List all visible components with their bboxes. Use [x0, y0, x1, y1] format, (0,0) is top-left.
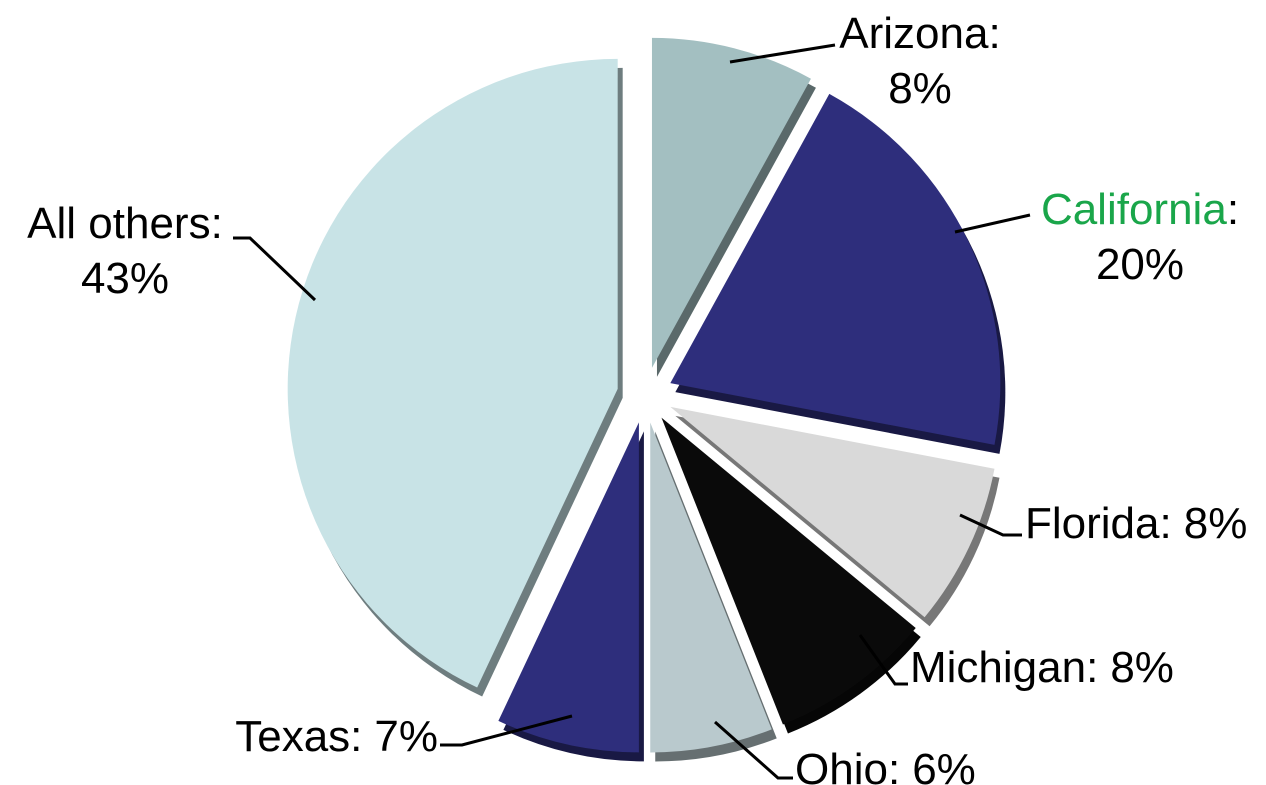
data-label: All others: 43% [27, 199, 223, 303]
leader-line [440, 714, 573, 747]
label-separator: : [1086, 643, 1098, 692]
category-name: California [1041, 185, 1227, 234]
slice [651, 37, 811, 368]
label-separator: : [211, 199, 223, 248]
category-name: Florida [1025, 499, 1160, 548]
label-separator: : [1227, 185, 1239, 234]
leader-line [858, 634, 908, 686]
data-label: Arizona: 8% [839, 9, 1000, 113]
category-name: Ohio [795, 745, 888, 785]
slice [670, 406, 995, 618]
label-separator: : [888, 745, 900, 785]
value-label: 8% [1184, 499, 1248, 548]
value-label: 6% [912, 745, 976, 785]
leader-line [714, 720, 793, 780]
data-label: Florida: 8% [1025, 499, 1247, 548]
label-separator: : [988, 9, 1000, 58]
value-label: 20% [1096, 240, 1184, 289]
label-separator: : [350, 712, 362, 761]
data-label: Ohio: 6% [795, 745, 976, 785]
category-name: Texas [235, 712, 350, 761]
value-label: 7% [374, 712, 438, 761]
leader-line [954, 213, 1031, 234]
data-label: California: 20% [1041, 185, 1239, 289]
slice [661, 417, 916, 725]
category-name: All others [27, 199, 210, 248]
value-label: 8% [888, 64, 952, 113]
category-name: Arizona [839, 9, 989, 58]
slice [498, 422, 639, 753]
category-name: Michigan [910, 643, 1086, 692]
leader-line [959, 513, 1022, 537]
value-label: 43% [81, 254, 169, 303]
data-label: Michigan: 8% [910, 643, 1174, 692]
slice [287, 58, 618, 688]
leader-line [729, 43, 836, 64]
data-label: Texas: 7% [235, 712, 438, 761]
value-label: 8% [1110, 643, 1174, 692]
label-separator: : [1160, 499, 1172, 548]
slice [670, 93, 1001, 445]
slice [650, 422, 772, 753]
leader-line [233, 236, 317, 302]
